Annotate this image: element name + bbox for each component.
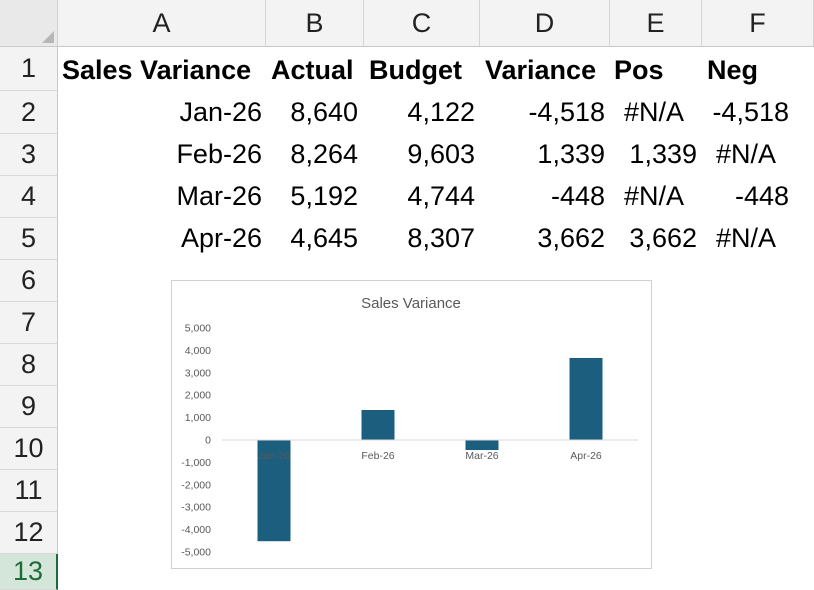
x-axis-labels: Jan-26 Feb-26 Mar-26 Apr-26 — [258, 450, 602, 462]
cell-e5[interactable]: 3,662 — [629, 223, 697, 253]
row-header-4[interactable]: 4 — [0, 176, 58, 218]
cell-a1-header[interactable]: Sales Variance — [62, 55, 252, 85]
chart-plot: Sales Variance 5,000 4,000 3,000 2,000 1,000… — [181, 295, 638, 559]
cell-f3[interactable]: #N/A — [716, 139, 777, 169]
y-tick-label: 4,000 — [185, 345, 211, 357]
cell-d2[interactable]: -4,518 — [528, 97, 605, 127]
cell-b2[interactable]: 8,640 — [290, 97, 358, 127]
row-header-3[interactable]: 3 — [0, 134, 58, 176]
row-header-10[interactable]: 10 — [0, 428, 58, 470]
x-tick-label: Apr-26 — [570, 450, 602, 462]
cell-d4[interactable]: -448 — [550, 181, 605, 211]
cell-e2[interactable]: #N/A — [624, 97, 685, 127]
column-header-d[interactable]: D — [480, 0, 610, 47]
cell-f5[interactable]: #N/A — [716, 223, 777, 253]
row-header-5[interactable]: 5 — [0, 218, 58, 260]
chart-title: Sales Variance — [361, 295, 461, 312]
bar-jan-26 — [257, 440, 291, 542]
row-header-8[interactable]: 8 — [0, 344, 58, 386]
y-tick-label: 0 — [205, 435, 211, 447]
column-header-b[interactable]: B — [266, 0, 364, 47]
column-header-a[interactable]: A — [58, 0, 266, 47]
cell-d5[interactable]: 3,662 — [537, 223, 605, 253]
column-header-e[interactable]: E — [610, 0, 702, 47]
column-header-c[interactable]: C — [364, 0, 480, 47]
row-header-11[interactable]: 11 — [0, 470, 58, 512]
cell-b3[interactable]: 8,264 — [290, 139, 358, 169]
row-header-7[interactable]: 7 — [0, 302, 58, 344]
y-tick-label: -1,000 — [181, 457, 211, 469]
cell-a4[interactable]: Mar-26 — [176, 181, 262, 211]
cell-f2[interactable]: -4,518 — [712, 97, 789, 127]
y-tick-label: -5,000 — [181, 547, 211, 559]
cell-c1-header[interactable]: Budget — [369, 55, 462, 85]
cell-d3[interactable]: 1,339 — [537, 139, 605, 169]
cell-b5[interactable]: 4,645 — [290, 223, 358, 253]
x-tick-label: Jan-26 — [258, 450, 290, 462]
y-tick-label: -4,000 — [181, 524, 211, 536]
row-header-12[interactable]: 12 — [0, 512, 58, 554]
cell-e4[interactable]: #N/A — [624, 181, 685, 211]
x-tick-label: Mar-26 — [465, 450, 498, 462]
y-tick-label: 1,000 — [185, 412, 211, 424]
cell-b1-header[interactable]: Actual — [271, 55, 354, 85]
bar-mar-26 — [465, 440, 499, 451]
cell-d1-header[interactable]: Variance — [485, 55, 597, 85]
cell-c5[interactable]: 8,307 — [407, 223, 475, 253]
y-tick-label: 2,000 — [185, 390, 211, 402]
x-tick-label: Feb-26 — [361, 450, 394, 462]
select-all-triangle-icon — [42, 31, 54, 43]
cell-a2[interactable]: Jan-26 — [179, 97, 262, 127]
y-axis-ticks: 5,000 4,000 3,000 2,000 1,000 0 -1,000 -2,000 -3… — [181, 323, 211, 559]
bar-apr-26 — [569, 357, 603, 440]
cell-a5[interactable]: Apr-26 — [180, 223, 262, 253]
sales-variance-chart[interactable]: Sales Variance 5,000 4,000 3,000 2,000 1,000… — [171, 280, 652, 569]
cell-c3[interactable]: 9,603 — [407, 139, 475, 169]
select-all-corner[interactable] — [0, 0, 58, 47]
cell-c4[interactable]: 4,744 — [407, 181, 475, 211]
cell-b4[interactable]: 5,192 — [290, 181, 358, 211]
bar-feb-26 — [361, 410, 395, 440]
cell-f4[interactable]: -448 — [734, 181, 789, 211]
y-tick-label: -3,000 — [181, 502, 211, 514]
column-header-f[interactable]: F — [702, 0, 814, 47]
row-header-1[interactable]: 1 — [0, 47, 58, 91]
bar-series — [257, 357, 603, 542]
row-header-13[interactable]: 13 — [0, 554, 58, 590]
row-header-6[interactable]: 6 — [0, 260, 58, 302]
y-tick-label: 5,000 — [185, 323, 211, 335]
y-tick-label: -2,000 — [181, 479, 211, 491]
cell-f1-header[interactable]: Neg — [707, 55, 759, 85]
row-header-2[interactable]: 2 — [0, 91, 58, 134]
cell-e3[interactable]: 1,339 — [629, 139, 697, 169]
cell-e1-header[interactable]: Pos — [614, 55, 664, 85]
y-tick-label: 3,000 — [185, 367, 211, 379]
row-header-9[interactable]: 9 — [0, 386, 58, 428]
cell-a3[interactable]: Feb-26 — [176, 139, 262, 169]
cell-c2[interactable]: 4,122 — [407, 97, 475, 127]
